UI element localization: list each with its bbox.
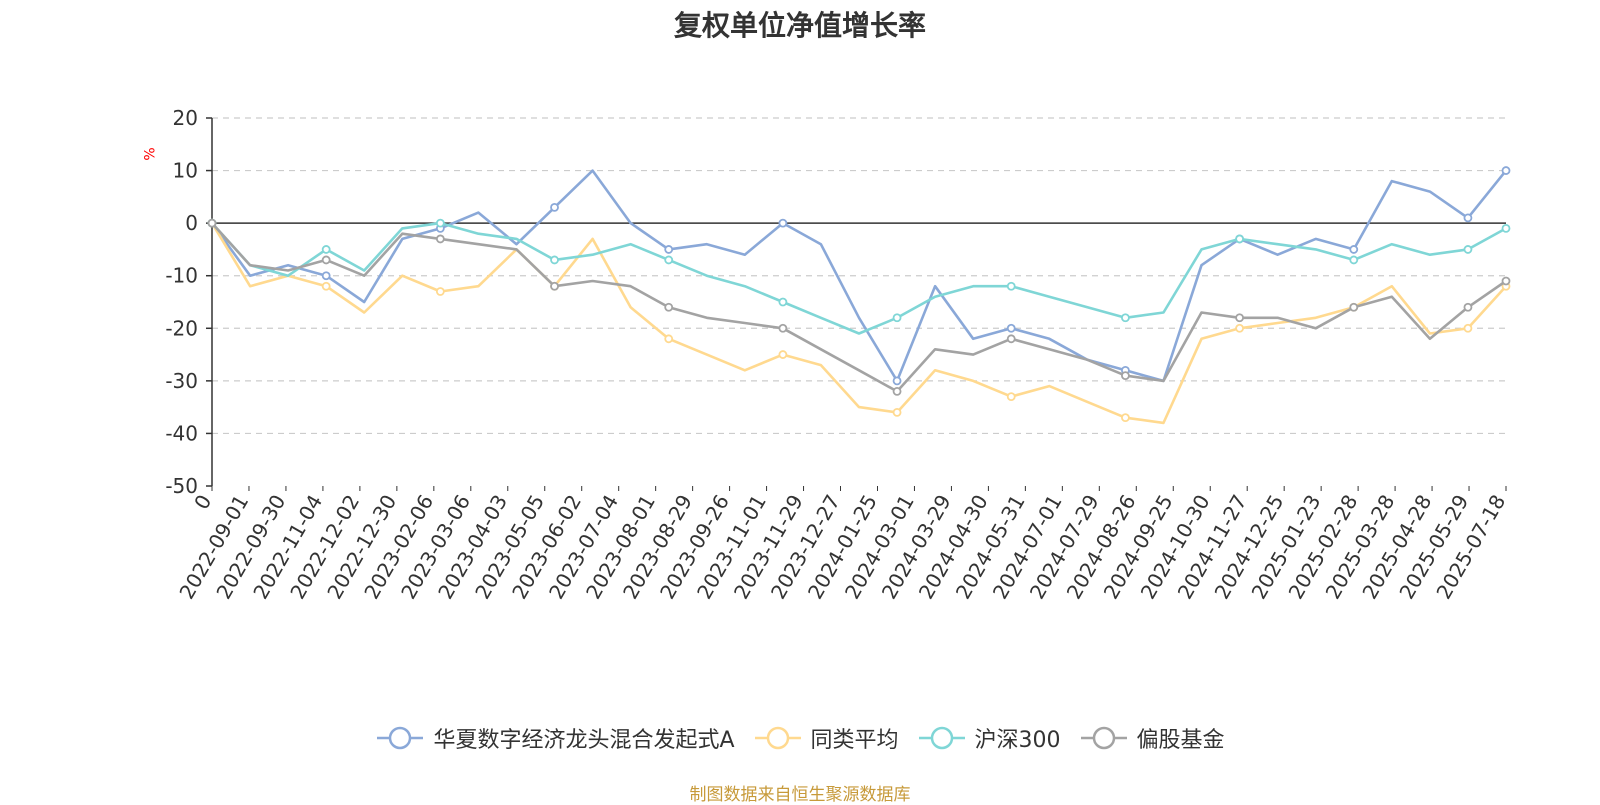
data-point: [1349, 302, 1359, 312]
data-point: [892, 376, 902, 386]
legend-item[interactable]: 偏股基金: [1079, 722, 1225, 754]
data-point: [1121, 371, 1130, 381]
legend-marker-icon: [754, 726, 801, 750]
data-point: [1121, 313, 1130, 323]
legend-item[interactable]: 华夏数字经济龙头混合发起式A: [375, 722, 735, 754]
data-point: [664, 245, 674, 254]
y-tick-label: 0: [185, 211, 198, 235]
data-point: [892, 407, 902, 417]
data-point: [1235, 313, 1244, 323]
chart-title: 复权单位净值增长率: [673, 9, 926, 42]
data-point: [321, 271, 331, 281]
data-point: [1235, 234, 1244, 244]
axes: [206, 117, 1507, 491]
data-point: [1006, 323, 1016, 333]
data-point: [435, 218, 445, 228]
tick-labels: 20100-10-20-30-40-5002022-09-012022-09-3…: [165, 106, 1510, 603]
data-point: [1006, 334, 1016, 344]
data-point: [664, 255, 674, 265]
series-line: [211, 221, 1507, 335]
data-point: [778, 297, 788, 307]
data-point: [1463, 302, 1473, 312]
data-point: [321, 245, 331, 254]
legend-marker-icon: [918, 726, 965, 750]
legend-marker-icon: [1080, 726, 1127, 750]
legend-label: 偏股基金: [1136, 728, 1225, 753]
y-tick-label: -40: [165, 421, 198, 445]
data-point: [435, 287, 445, 296]
series-line: [210, 222, 1507, 425]
legend-marker-icon: [377, 726, 424, 750]
x-tick-label: 0: [189, 491, 216, 514]
data-point: [1501, 223, 1511, 233]
data-point: [1349, 255, 1359, 265]
series-line: [211, 222, 1507, 393]
legend-label: 沪深300: [974, 728, 1061, 753]
y-tick-label: 10: [173, 159, 198, 183]
data-point: [1235, 323, 1244, 333]
series-line: [210, 169, 1508, 383]
data-point: [1463, 213, 1473, 223]
data-point: [435, 234, 445, 244]
footer-source: 制图数据来自恒生聚源数据库: [689, 785, 911, 805]
data-point: [550, 255, 559, 265]
series-lines: [207, 166, 1511, 425]
data-point: [1463, 323, 1473, 333]
legend: 华夏数字经济龙头混合发起式A 同类平均 沪深300 偏股基金: [0, 722, 1600, 754]
data-point: [892, 313, 902, 323]
legend-item[interactable]: 同类平均: [753, 722, 899, 754]
data-point: [778, 323, 788, 333]
data-point: [550, 281, 559, 291]
data-point: [892, 386, 902, 396]
data-point: [1006, 392, 1016, 402]
data-point: [664, 334, 674, 344]
legend-label: 华夏数字经济龙头混合发起式A: [433, 728, 735, 753]
data-point: [1006, 281, 1016, 291]
data-point: [664, 302, 674, 312]
grid-lines: [212, 117, 1506, 435]
y-tick-label: -20: [165, 316, 198, 340]
legend-item[interactable]: 沪深300: [917, 722, 1061, 754]
data-point: [1501, 166, 1511, 175]
data-point: [550, 202, 559, 212]
data-point: [1121, 413, 1130, 423]
data-point: [207, 218, 217, 228]
data-point: [778, 218, 788, 228]
legend-label: 同类平均: [810, 728, 899, 753]
y-tick-label: 20: [173, 106, 198, 130]
data-point: [778, 350, 788, 359]
y-tick-label: -30: [165, 369, 198, 393]
data-point: [1501, 276, 1511, 286]
data-point: [1463, 245, 1473, 254]
y-tick-label: -10: [165, 264, 198, 288]
data-point: [321, 255, 331, 265]
data-point: [1349, 245, 1359, 254]
y-tick-label: -50: [165, 474, 198, 498]
data-point: [321, 281, 331, 291]
